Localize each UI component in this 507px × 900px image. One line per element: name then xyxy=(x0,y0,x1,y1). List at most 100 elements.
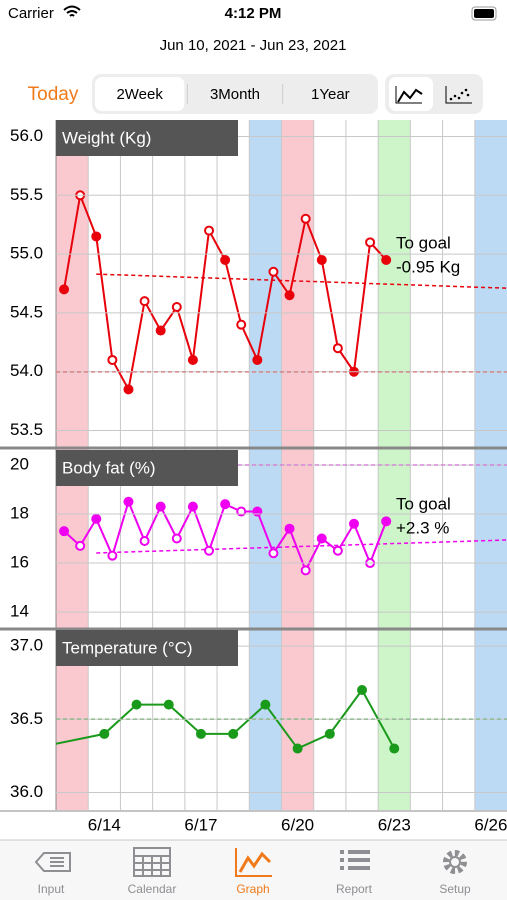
data-point xyxy=(99,728,110,739)
data-point xyxy=(107,550,118,561)
data-point xyxy=(268,266,279,277)
goal-annotation: +2.3 % xyxy=(396,518,449,537)
graph-icon xyxy=(238,851,272,873)
battery-level xyxy=(474,9,494,18)
x-tick-label: 6/26 xyxy=(474,815,507,834)
plot xyxy=(56,685,507,754)
data-point xyxy=(316,533,327,544)
data-point xyxy=(228,728,239,739)
data-point xyxy=(300,565,311,576)
data-point xyxy=(324,728,335,739)
data-point xyxy=(252,354,263,365)
panel-title-box xyxy=(56,450,238,486)
y-tick-label: 16 xyxy=(10,553,29,572)
data-point xyxy=(284,290,295,301)
data-point xyxy=(316,254,327,265)
data-point xyxy=(187,354,198,365)
data-point xyxy=(59,526,70,537)
y-tick-label: 53.5 xyxy=(10,420,43,439)
data-point xyxy=(91,231,102,242)
data-point xyxy=(268,548,279,559)
x-tick-label: 6/14 xyxy=(88,815,121,834)
tab-label[interactable]: Input xyxy=(38,882,65,896)
y-tick-label: 36.0 xyxy=(10,782,43,801)
tab-label[interactable]: Report xyxy=(336,882,373,896)
y-tick-label: 54.0 xyxy=(10,361,43,380)
data-point xyxy=(220,499,231,510)
data-point xyxy=(389,743,400,754)
y-tick-label: 20 xyxy=(10,454,29,473)
tab-label[interactable]: Calendar xyxy=(128,882,177,896)
trend-line xyxy=(96,273,507,289)
x-tick-label: 6/20 xyxy=(281,815,314,834)
battery xyxy=(471,6,497,21)
data-point xyxy=(204,545,215,556)
goal-annotation: To goal xyxy=(396,233,451,252)
trend-line xyxy=(96,539,507,554)
data-point xyxy=(171,302,182,313)
scatter-icon-axis xyxy=(445,86,472,104)
data-point xyxy=(163,699,174,710)
data-point xyxy=(107,354,118,365)
data-point xyxy=(123,384,134,395)
data-point xyxy=(332,343,343,354)
line-icon xyxy=(397,88,423,103)
date-range: Jun 10, 2021 - Jun 23, 2021 xyxy=(160,37,347,54)
clock: 4:12 PM xyxy=(225,5,282,22)
y-tick-label: 14 xyxy=(10,602,29,621)
chart-panel: 14 16 18 20 Body fat (%) To goal +2.3 % xyxy=(0,450,507,631)
data-point xyxy=(220,254,231,265)
data-point xyxy=(131,699,142,710)
data-point xyxy=(357,685,368,695)
panel-title: Body fat (%) xyxy=(62,458,156,477)
wifi-icon xyxy=(63,5,81,17)
tab-icons xyxy=(34,847,467,877)
data-point xyxy=(292,743,303,754)
tab-label[interactable]: Graph xyxy=(236,882,269,896)
setup-icon-hub xyxy=(449,856,461,868)
data-point xyxy=(348,518,359,529)
tab-bar xyxy=(0,840,507,900)
period-selected xyxy=(95,77,185,111)
data-point xyxy=(300,213,311,224)
data-point xyxy=(332,545,343,556)
data-point xyxy=(91,513,102,524)
data-point xyxy=(139,535,150,546)
today-button[interactable]: Today xyxy=(28,84,79,105)
chart-panel: 36.0 36.5 37.0 Temperature (°C) xyxy=(0,630,507,812)
scatter-icon[interactable] xyxy=(449,88,470,101)
y-tick-label: 37.0 xyxy=(10,636,43,655)
data-point xyxy=(195,728,206,739)
panel-title-box xyxy=(56,120,238,156)
y-tick-label: 18 xyxy=(10,503,29,522)
y-tick-label: 54.5 xyxy=(10,302,43,321)
line-icon-axis xyxy=(395,86,422,104)
data-point xyxy=(59,284,70,295)
graph-icon-axis xyxy=(235,848,272,877)
data-point xyxy=(139,296,150,307)
data-point xyxy=(187,501,198,512)
panel-title: Temperature (°C) xyxy=(62,638,193,657)
y-tick-label: 56.0 xyxy=(10,126,43,145)
report-icon xyxy=(340,850,370,870)
data-point xyxy=(155,501,166,512)
carrier: Carrier xyxy=(8,5,54,22)
goal-annotation: -0.95 Kg xyxy=(396,257,460,276)
data-point xyxy=(381,254,392,265)
data-point xyxy=(260,699,271,710)
period-button[interactable]: 1Year xyxy=(311,86,350,103)
input-icon xyxy=(34,852,71,872)
y-tick-label: 55.5 xyxy=(10,185,43,204)
data-point xyxy=(204,225,215,236)
chart-panel: 53.5 54.0 54.5 55.0 55.5 56.0 Weight (Kg) To go… xyxy=(0,120,507,450)
tab-label[interactable]: Setup xyxy=(439,882,471,896)
x-tick-label: 6/23 xyxy=(378,815,411,834)
y-tick-label: 36.5 xyxy=(10,709,43,728)
period-button[interactable]: 2Week xyxy=(116,86,163,103)
data-point xyxy=(284,523,295,534)
period-button[interactable]: 3Month xyxy=(210,86,260,103)
calendar-icon xyxy=(133,847,171,877)
data-point xyxy=(75,540,86,551)
